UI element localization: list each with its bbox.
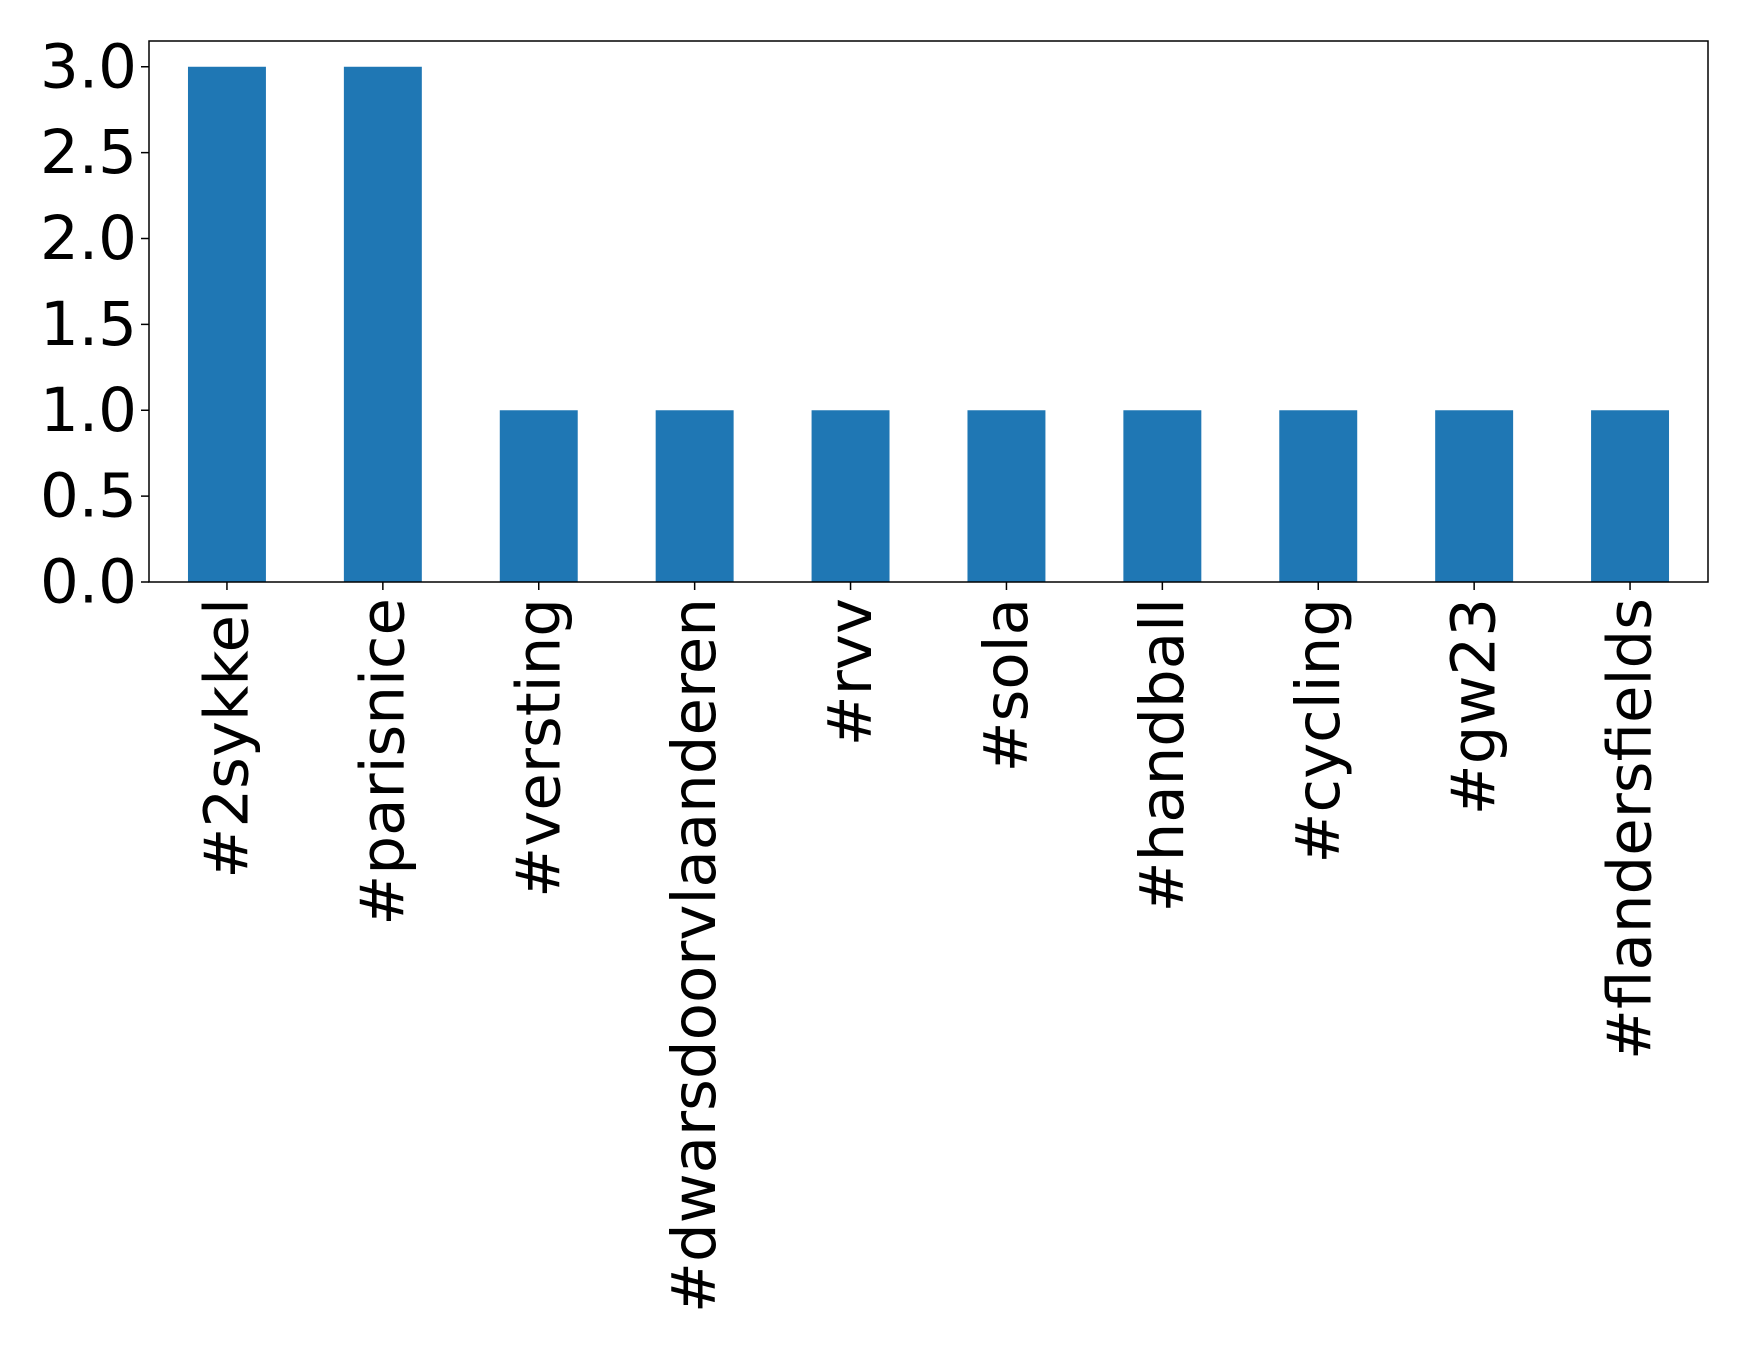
x-tick-label: #flandersfields (1595, 598, 1666, 1060)
bar (1123, 410, 1202, 582)
bar (967, 410, 1046, 582)
x-tick-label: #sola (971, 598, 1042, 773)
x-tick-label: #2sykkel (191, 598, 262, 879)
bar (187, 66, 266, 582)
y-tick-label: 2.5 (40, 117, 137, 188)
x-tick-label: #cycling (1283, 598, 1354, 864)
bar (343, 66, 422, 582)
bar (499, 410, 578, 582)
y-tick-label: 0.5 (40, 461, 137, 532)
x-tick-label: #parisnice (347, 598, 418, 926)
bar (1279, 410, 1358, 582)
y-tick-label: 0.0 (40, 547, 137, 618)
bar (811, 410, 890, 582)
x-tick-label: #handball (1127, 598, 1198, 913)
x-tick-label: #dwarsdoorvlaanderen (659, 598, 730, 1313)
plot-frame (148, 40, 1709, 583)
bar (1435, 410, 1514, 582)
y-tick-label: 2.0 (40, 203, 137, 274)
y-tick-label: 1.0 (40, 375, 137, 446)
bar (655, 410, 734, 582)
x-tick-label: #rvv (815, 598, 886, 746)
y-tick-label: 3.0 (40, 31, 137, 102)
y-tick-label: 1.5 (40, 289, 137, 360)
x-tick-label: #versting (503, 598, 574, 898)
x-tick-label: #gw23 (1439, 598, 1510, 815)
bar (1591, 410, 1670, 582)
